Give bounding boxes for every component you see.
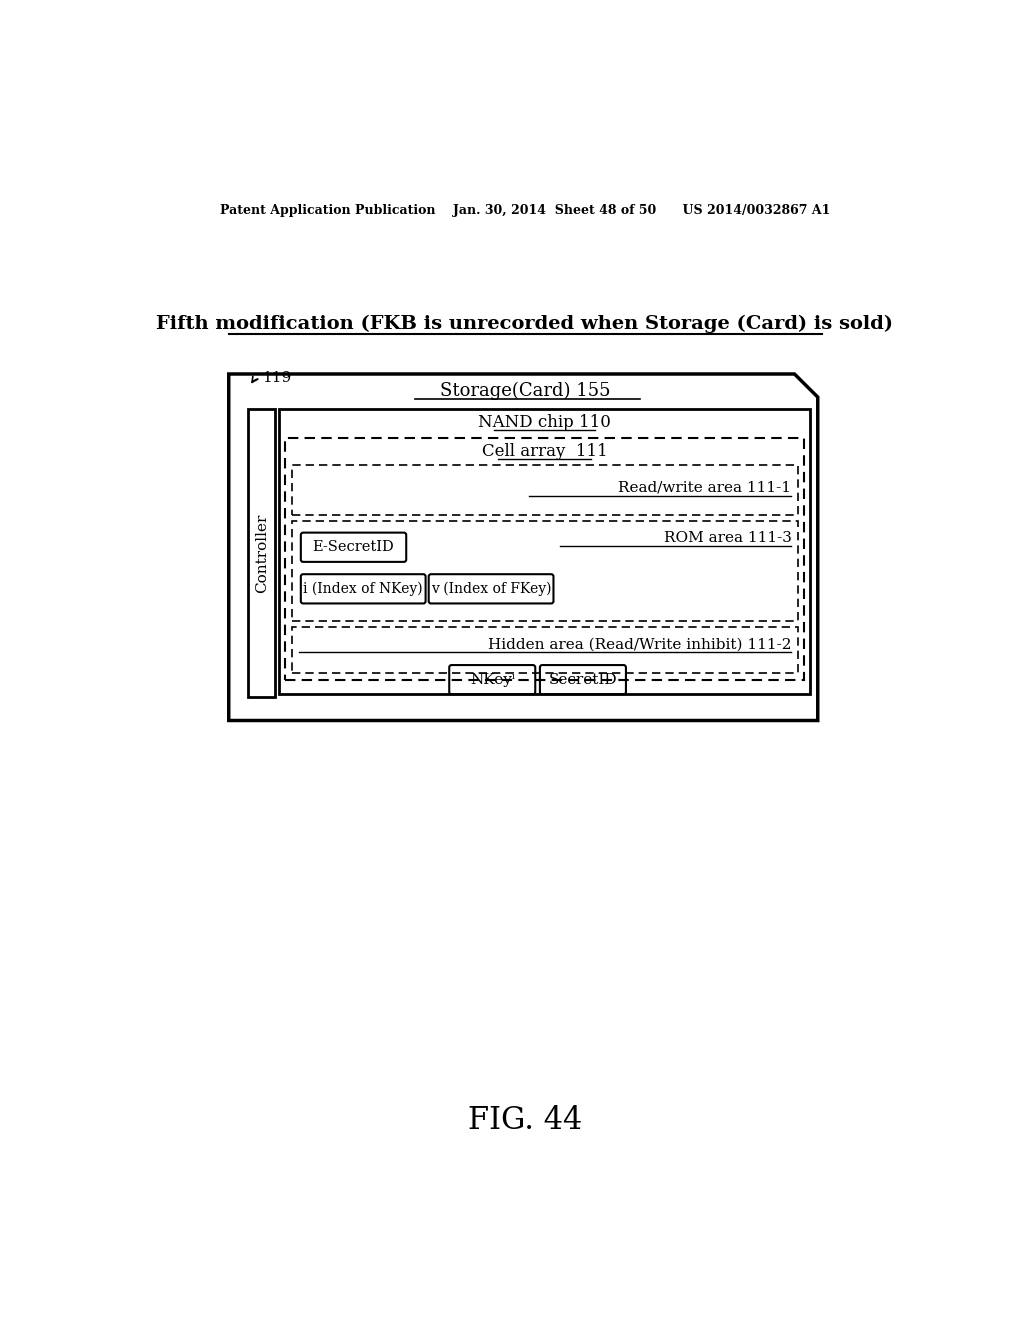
Text: E-SecretID: E-SecretID <box>312 540 394 554</box>
Text: Patent Application Publication    Jan. 30, 2014  Sheet 48 of 50      US 2014/003: Patent Application Publication Jan. 30, … <box>219 205 830 218</box>
Text: NAND chip 110: NAND chip 110 <box>478 414 611 432</box>
Text: Controller: Controller <box>255 513 268 593</box>
Text: Hidden area (Read/Write inhibit) 111-2: Hidden area (Read/Write inhibit) 111-2 <box>487 638 792 651</box>
Bar <box>292 521 798 622</box>
Text: Fifth modification (FKB is unrecorded when Storage (Card) is sold): Fifth modification (FKB is unrecorded wh… <box>157 315 893 333</box>
Bar <box>292 465 798 515</box>
Text: NKeyⁱ: NKeyⁱ <box>470 672 515 688</box>
Bar <box>292 627 798 673</box>
Text: 119: 119 <box>262 371 291 385</box>
Text: Cell array  111: Cell array 111 <box>481 444 607 461</box>
Text: i (Index of NKey): i (Index of NKey) <box>303 582 423 597</box>
Text: ROM area 111-3: ROM area 111-3 <box>664 531 792 545</box>
Text: Storage(Card) 155: Storage(Card) 155 <box>439 381 610 400</box>
Bar <box>248 409 275 697</box>
Text: v (Index of FKey): v (Index of FKey) <box>431 582 551 597</box>
Text: SecretID: SecretID <box>549 673 617 686</box>
Bar <box>280 409 810 693</box>
Text: Read/write area 111-1: Read/write area 111-1 <box>618 480 792 495</box>
Bar <box>286 438 804 681</box>
Text: FIG. 44: FIG. 44 <box>468 1105 582 1137</box>
